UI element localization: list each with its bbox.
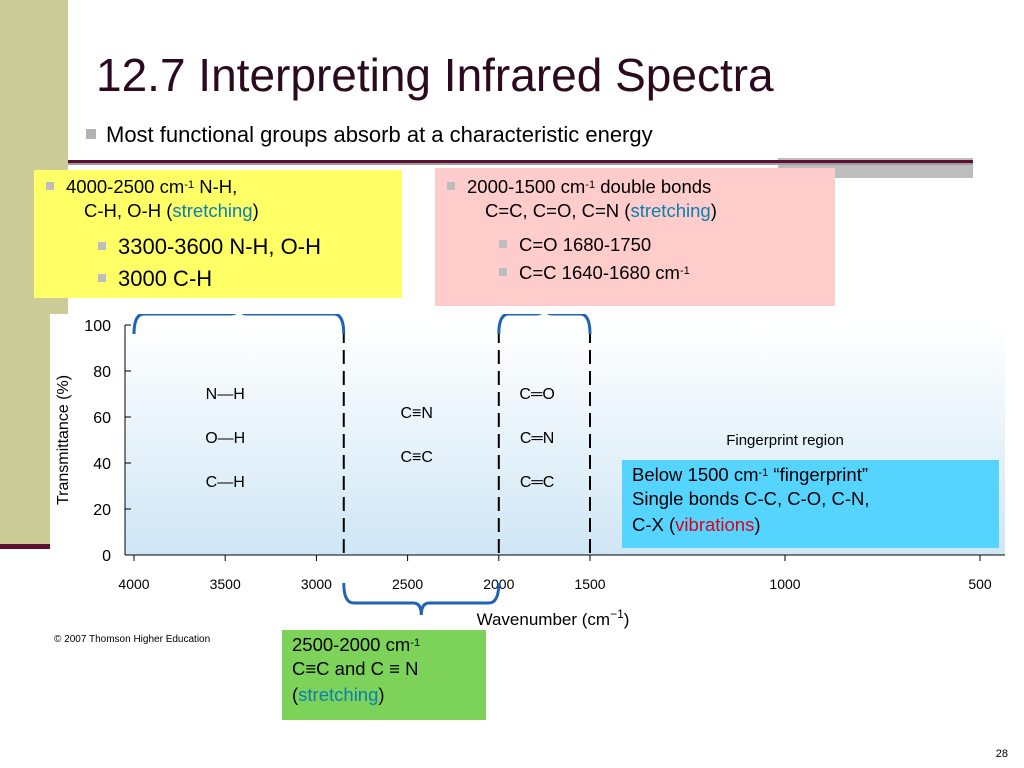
bullet-square-icon	[499, 268, 507, 277]
page-number: 28	[995, 748, 1008, 760]
bond-label: C≡C	[400, 449, 432, 466]
x-tick-label: 3000	[301, 576, 332, 592]
y-tick-label: 100	[84, 318, 111, 335]
y-tick-label: 0	[102, 548, 111, 565]
x-axis-label: Wavenumber (cm−1)	[477, 607, 630, 629]
pink-item-1: C=O 1680-1750	[499, 234, 651, 256]
y-tick-label: 80	[93, 364, 111, 381]
callout-pink-double-bonds: 2000-1500 cm-1 double bonds C=C, C=O, C=…	[435, 168, 835, 306]
yellow-line2-suffix: )	[252, 200, 259, 221]
pink-bullet-main: 2000-1500 cm-1 double bonds	[447, 176, 711, 198]
slide-title: 12.7 Interpreting Infrared Spectra	[96, 49, 774, 101]
range-bracket-bottom	[342, 582, 501, 616]
bond-label: C═C	[520, 474, 554, 491]
left-accent-rule	[0, 544, 50, 549]
pink-line2-suffix: )	[710, 200, 717, 221]
x-axis-label-suffix: )	[624, 610, 630, 629]
yellow-range-suffix: N-H,	[194, 176, 238, 197]
bullet-square-icon	[499, 240, 507, 249]
title-rule-shadow	[68, 163, 973, 165]
range-bracket-top	[132, 314, 346, 335]
blue-keyword: vibrations	[675, 514, 755, 535]
x-tick-label: 1000	[769, 576, 800, 592]
bond-label: C≡N	[400, 405, 432, 422]
yellow-item2-text: 3000 C-H	[118, 266, 213, 291]
subtitle-text: Most functional groups absorb at a chara…	[106, 122, 653, 147]
yellow-range: 4000-2500 cm	[66, 176, 185, 197]
bond-label: C═O	[519, 386, 554, 403]
yellow-line2-prefix: C-H, O-H (	[84, 200, 173, 221]
green-line1-sup: -1	[410, 637, 421, 649]
y-tick-label: 40	[93, 456, 111, 473]
yellow-item1-text: 3300-3600 N-H, O-H	[118, 234, 321, 259]
blue-line1-suffix: “fingerprint”	[768, 464, 868, 485]
y-tick-label: 60	[93, 410, 111, 427]
blue-line1: Below 1500 cm-1 “fingerprint”	[632, 464, 868, 486]
green-line3-suffix: )	[378, 684, 385, 705]
pink-line2: C=C, C=O, C=N (stretching)	[485, 200, 717, 222]
blue-line1-sup: -1	[758, 467, 769, 479]
blue-line3-suffix: )	[754, 514, 761, 535]
x-axis-label-text: Wavenumber (cm	[477, 610, 611, 629]
x-tick-label: 3500	[210, 576, 241, 592]
callout-green-triple-bonds: 2500-2000 cm-1 C≡C and C ≡ N (stretching…	[282, 630, 486, 720]
green-line3-prefix: (	[292, 684, 299, 705]
x-axis-label-sup: −1	[610, 607, 624, 621]
green-line1: 2500-2000 cm-1	[292, 634, 420, 656]
x-tick-label: 1500	[574, 576, 605, 592]
green-line1-text: 2500-2000 cm	[292, 634, 411, 655]
pink-line2-prefix: C=C, C=O, C=N (	[485, 200, 631, 221]
yellow-line2: C-H, O-H (stretching)	[84, 200, 259, 222]
yellow-bullet-main: 4000-2500 cm-1 N-H,	[46, 176, 237, 198]
range-bracket-top	[497, 314, 592, 335]
pink-item1-text: C=O 1680-1750	[519, 234, 652, 255]
x-tick-label: 2500	[392, 576, 423, 592]
bullet-square-icon	[98, 274, 106, 283]
bond-label: C—H	[206, 474, 245, 491]
pink-item-2: C=C 1640-1680 cm-1	[499, 262, 690, 284]
copyright-text: © 2007 Thomson Higher Education	[54, 634, 210, 645]
yellow-keyword: stretching	[172, 200, 253, 221]
green-line2: C≡C and C ≡ N	[292, 658, 419, 679]
bond-label: N—H	[206, 386, 245, 403]
yellow-item-1: 3300-3600 N-H, O-H	[98, 234, 321, 260]
pink-range: 2000-1500 cm	[467, 176, 586, 197]
bullet-square-icon	[98, 242, 106, 251]
ir-spectrum-chart: 0 20 40 60 80 100 4000 3500 3000 2500 2000 1500 1000…	[50, 314, 1005, 646]
bond-label: O—H	[205, 430, 245, 447]
blue-line3: C-X (vibrations)	[632, 514, 761, 536]
bullet-square-icon	[86, 129, 96, 140]
yellow-item-2: 3000 C-H	[98, 266, 212, 292]
x-tick-label: 4000	[118, 576, 149, 592]
bond-label: C═N	[520, 430, 554, 447]
callout-yellow-stretching: 4000-2500 cm-1 N-H, C-H, O-H (stretching…	[34, 170, 402, 298]
bullet-square-icon	[447, 182, 455, 191]
pink-item2-text: C=C 1640-1680 cm	[519, 262, 680, 283]
y-axis-label: Transmittance (%)	[55, 375, 72, 505]
subtitle-bullet: Most functional groups absorb at a chara…	[86, 122, 653, 148]
blue-line2: Single bonds C-C, C-O, C-N,	[632, 488, 870, 509]
title-rule	[68, 160, 973, 164]
blue-line3-prefix: C-X (	[632, 514, 676, 535]
pink-range-sup: -1	[585, 179, 596, 191]
fingerprint-region-label: Fingerprint region	[726, 432, 844, 449]
bullet-square-icon	[46, 182, 54, 191]
callout-blue-fingerprint: Below 1500 cm-1 “fingerprint” Single bon…	[622, 460, 999, 548]
pink-item2-sup: -1	[679, 265, 690, 277]
green-line3: (stretching)	[292, 684, 385, 706]
y-tick-label: 20	[93, 502, 111, 519]
green-keyword: stretching	[298, 684, 379, 705]
pink-range-suffix: double bonds	[595, 176, 712, 197]
yellow-range-sup: -1	[184, 179, 195, 191]
blue-line1-prefix: Below 1500 cm	[632, 464, 759, 485]
x-tick-label: 500	[968, 576, 992, 592]
pink-keyword: stretching	[630, 200, 711, 221]
